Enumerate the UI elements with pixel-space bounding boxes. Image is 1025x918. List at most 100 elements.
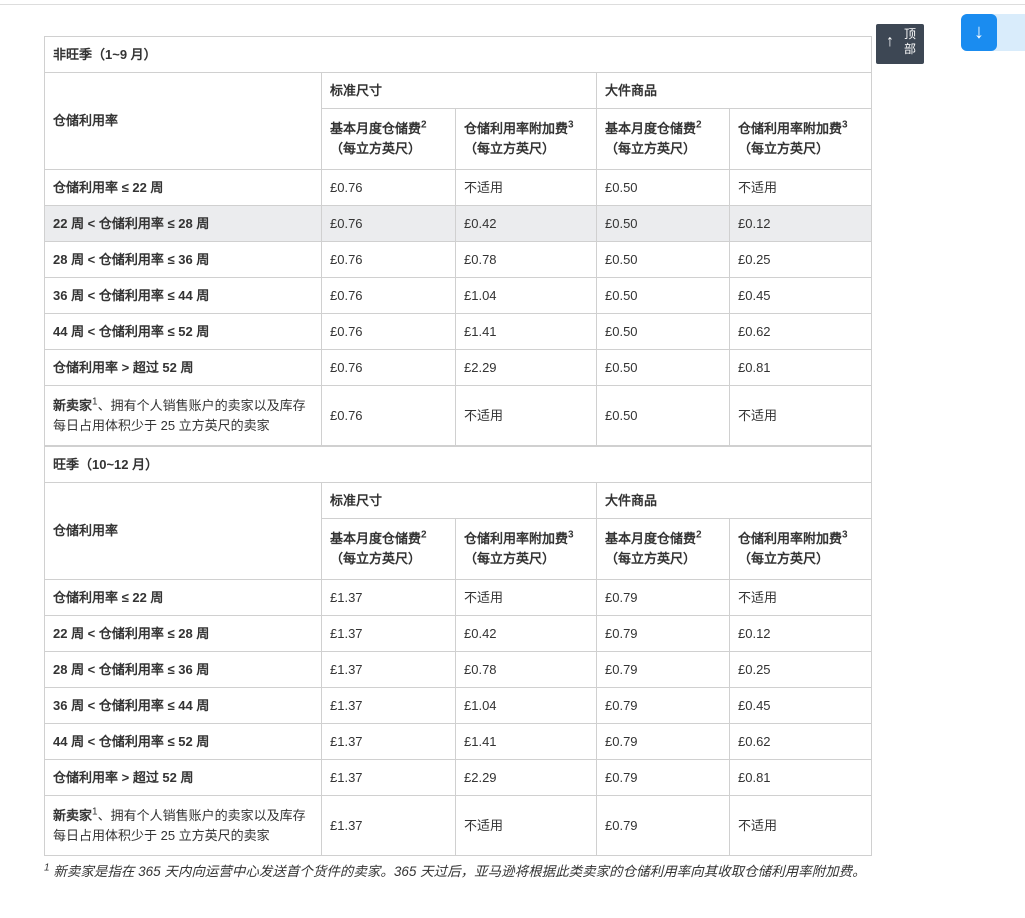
col-base-fee: 基本月度仓储费2 （每立方英尺） [596, 108, 730, 170]
table-cell: £1.37 [321, 615, 456, 652]
table-cell: £0.12 [728, 615, 873, 652]
table-cell: £1.37 [321, 723, 456, 760]
table-cell: £0.76 [321, 277, 456, 314]
table-cell: £0.42 [455, 615, 597, 652]
table-row: 28 周 < 仓储利用率 ≤ 36 周 £0.76 £0.78 £0.50 £0.25 [44, 241, 873, 278]
table-cell: 不适用 [455, 795, 597, 856]
table-cell: £0.50 [596, 385, 730, 446]
table-cell: £0.62 [728, 723, 873, 760]
row-header: 仓储利用率 [44, 72, 322, 170]
row-label: 仓储利用率 > 超过 52 周 [44, 759, 322, 796]
back-to-top-button[interactable]: ↑ 顶部 [876, 24, 924, 64]
table-cell: £1.37 [321, 795, 456, 856]
table-row: 仓储利用率 ≤ 22 周 £1.37 不适用 £0.79 不适用 [44, 579, 873, 616]
table-row: 44 周 < 仓储利用率 ≤ 52 周 £0.76 £1.41 £0.50 £0.62 [44, 313, 873, 350]
table-cell: £0.79 [596, 723, 730, 760]
table-cell: 不适用 [728, 795, 873, 856]
footnote-marker: 1 [44, 862, 50, 874]
table-row: 仓储利用率 > 超过 52 周 £1.37 £2.29 £0.79 £0.81 [44, 759, 873, 796]
table-cell: £0.76 [321, 349, 456, 386]
col-surcharge: 仓储利用率附加费3 （每立方英尺） [455, 108, 597, 170]
col-surcharge: 仓储利用率附加费3 （每立方英尺） [728, 108, 873, 170]
group-standard-size: 标准尺寸 [321, 72, 597, 109]
table-cell: £0.81 [728, 349, 873, 386]
table-cell: £0.79 [596, 615, 730, 652]
table-cell: £0.12 [728, 205, 873, 242]
group-oversize: 大件商品 [595, 482, 873, 519]
table-cell: 不适用 [455, 385, 597, 446]
table-cell: £0.76 [321, 205, 456, 242]
table-cell: £1.41 [455, 313, 597, 350]
table-cell: 不适用 [728, 169, 873, 206]
table-cell: £0.42 [455, 205, 597, 242]
table-cell: £0.25 [728, 241, 873, 278]
table-cell: £0.81 [728, 759, 873, 796]
row-label: 新卖家1、拥有个人销售账户的卖家以及库存每日占用体积少于 25 立方英尺的卖家 [44, 385, 322, 446]
table-cell: £1.37 [321, 579, 456, 616]
table-cell: £1.04 [455, 687, 597, 724]
table-cell: £0.50 [596, 277, 730, 314]
table-cell: £2.29 [455, 349, 597, 386]
table-row: 仓储利用率 ≤ 22 周 £0.76 不适用 £0.50 不适用 [44, 169, 873, 206]
table-cell: £0.79 [596, 759, 730, 796]
col-base-fee: 基本月度仓储费2 （每立方英尺） [596, 518, 730, 580]
arrow-down-icon: ↓ [961, 14, 997, 51]
table-cell: £0.76 [321, 313, 456, 350]
season-title: 非旺季（1~9 月） [43, 36, 873, 73]
table-cell: £1.04 [455, 277, 597, 314]
table-cell: 不适用 [455, 579, 597, 616]
row-label: 22 周 < 仓储利用率 ≤ 28 周 [44, 615, 322, 652]
table-cell: £0.45 [728, 687, 873, 724]
table-cell: £0.79 [596, 687, 730, 724]
table-row: 22 周 < 仓储利用率 ≤ 28 周 £1.37 £0.42 £0.79 £0.12 [44, 615, 873, 652]
col-base-fee: 基本月度仓储费2 （每立方英尺） [321, 108, 456, 170]
row-label: 36 周 < 仓储利用率 ≤ 44 周 [44, 277, 322, 314]
row-label: 44 周 < 仓储利用率 ≤ 52 周 [44, 313, 322, 350]
table-cell: £1.37 [321, 759, 456, 796]
table-cell: £0.78 [455, 241, 597, 278]
table-cell: £0.25 [728, 651, 873, 688]
table-cell: £1.37 [321, 651, 456, 688]
row-label: 仓储利用率 ≤ 22 周 [44, 169, 322, 206]
row-label: 仓储利用率 ≤ 22 周 [44, 579, 322, 616]
table-cell: £0.78 [455, 651, 597, 688]
scroll-down-widget[interactable]: ↓ [961, 14, 1025, 51]
group-oversize: 大件商品 [595, 72, 873, 109]
table-cell: £1.37 [321, 687, 456, 724]
group-standard-size: 标准尺寸 [321, 482, 597, 519]
table-row: 28 周 < 仓储利用率 ≤ 36 周 £1.37 £0.78 £0.79 £0.25 [44, 651, 873, 688]
table-cell: £1.41 [455, 723, 597, 760]
table-cell: £0.62 [728, 313, 873, 350]
table-cell: 不适用 [455, 169, 597, 206]
table-cell: £0.50 [596, 241, 730, 278]
table-cell: £2.29 [455, 759, 597, 796]
table-row: 22 周 < 仓储利用率 ≤ 28 周 £0.76 £0.42 £0.50 £0.12 [44, 205, 873, 242]
table-cell: £0.79 [596, 579, 730, 616]
table-row-new-seller: 新卖家1、拥有个人销售账户的卖家以及库存每日占用体积少于 25 立方英尺的卖家 £… [44, 385, 873, 446]
row-label: 28 周 < 仓储利用率 ≤ 36 周 [44, 241, 322, 278]
row-label: 44 周 < 仓储利用率 ≤ 52 周 [44, 723, 322, 760]
col-base-fee: 基本月度仓储费2 （每立方英尺） [321, 518, 456, 580]
storage-fee-table: 旺季（10~12 月） 仓储利用率 标准尺寸 大件商品 基本月度仓储费2 （每立方英尺… [43, 446, 873, 856]
season-title: 旺季（10~12 月） [43, 446, 873, 483]
table-row-new-seller: 新卖家1、拥有个人销售账户的卖家以及库存每日占用体积少于 25 立方英尺的卖家 £… [44, 795, 873, 856]
table-cell: £0.76 [321, 241, 456, 278]
table-cell: £0.50 [596, 313, 730, 350]
row-label: 仓储利用率 > 超过 52 周 [44, 349, 322, 386]
table-row: 36 周 < 仓储利用率 ≤ 44 周 £1.37 £1.04 £0.79 £0.45 [44, 687, 873, 724]
table-row: 仓储利用率 > 超过 52 周 £0.76 £2.29 £0.50 £0.81 [44, 349, 873, 386]
storage-fee-tables: 非旺季（1~9 月） 仓储利用率 标准尺寸 大件商品 基本月度仓储费2 （每立方英尺）… [43, 36, 873, 856]
table-cell: 不适用 [728, 385, 873, 446]
row-label: 22 周 < 仓储利用率 ≤ 28 周 [44, 205, 322, 242]
table-cell: £0.50 [596, 169, 730, 206]
arrow-up-icon: ↑ [886, 33, 894, 50]
back-to-top-label: 顶部 [904, 27, 917, 56]
table-cell: £0.79 [596, 651, 730, 688]
table-row: 36 周 < 仓储利用率 ≤ 44 周 £0.76 £1.04 £0.50 £0.45 [44, 277, 873, 314]
table-cell: £0.45 [728, 277, 873, 314]
row-label: 新卖家1、拥有个人销售账户的卖家以及库存每日占用体积少于 25 立方英尺的卖家 [44, 795, 322, 856]
table-cell: £0.79 [596, 795, 730, 856]
table-cell: £0.50 [596, 349, 730, 386]
table-cell: 不适用 [728, 579, 873, 616]
col-surcharge: 仓储利用率附加费3 （每立方英尺） [455, 518, 597, 580]
